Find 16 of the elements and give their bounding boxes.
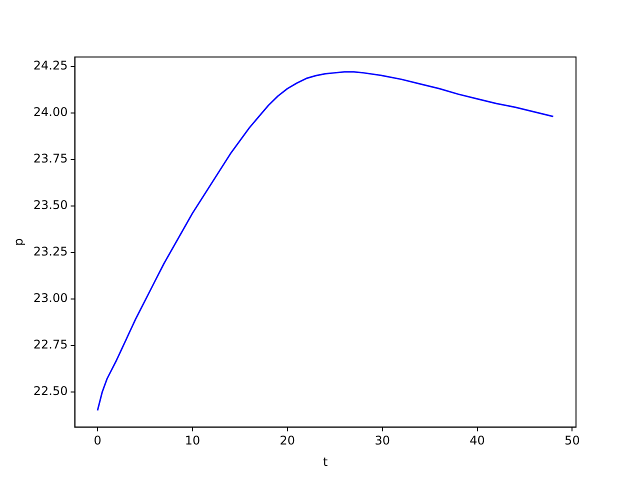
y-tick-label: 23.25 [33, 244, 68, 258]
y-tick-label: 24.00 [33, 104, 68, 119]
y-tick-label: 23.50 [33, 198, 68, 212]
y-tick-label: 24.25 [33, 58, 68, 72]
x-tick-label: 0 [94, 434, 102, 448]
x-tick-label: 40 [470, 434, 485, 448]
x-axis-title: t [323, 454, 328, 469]
x-tick-label: 50 [564, 434, 580, 448]
x-tick-label: 10 [184, 434, 200, 448]
y-tick-label: 23.00 [33, 290, 68, 305]
y-axis-title: p [11, 238, 26, 246]
x-tick-label: 30 [374, 434, 390, 448]
x-tick-label: 20 [280, 434, 296, 448]
y-tick-label: 22.50 [33, 384, 68, 398]
y-tick-label: 22.75 [33, 337, 68, 352]
y-tick-label: 23.75 [33, 151, 68, 166]
